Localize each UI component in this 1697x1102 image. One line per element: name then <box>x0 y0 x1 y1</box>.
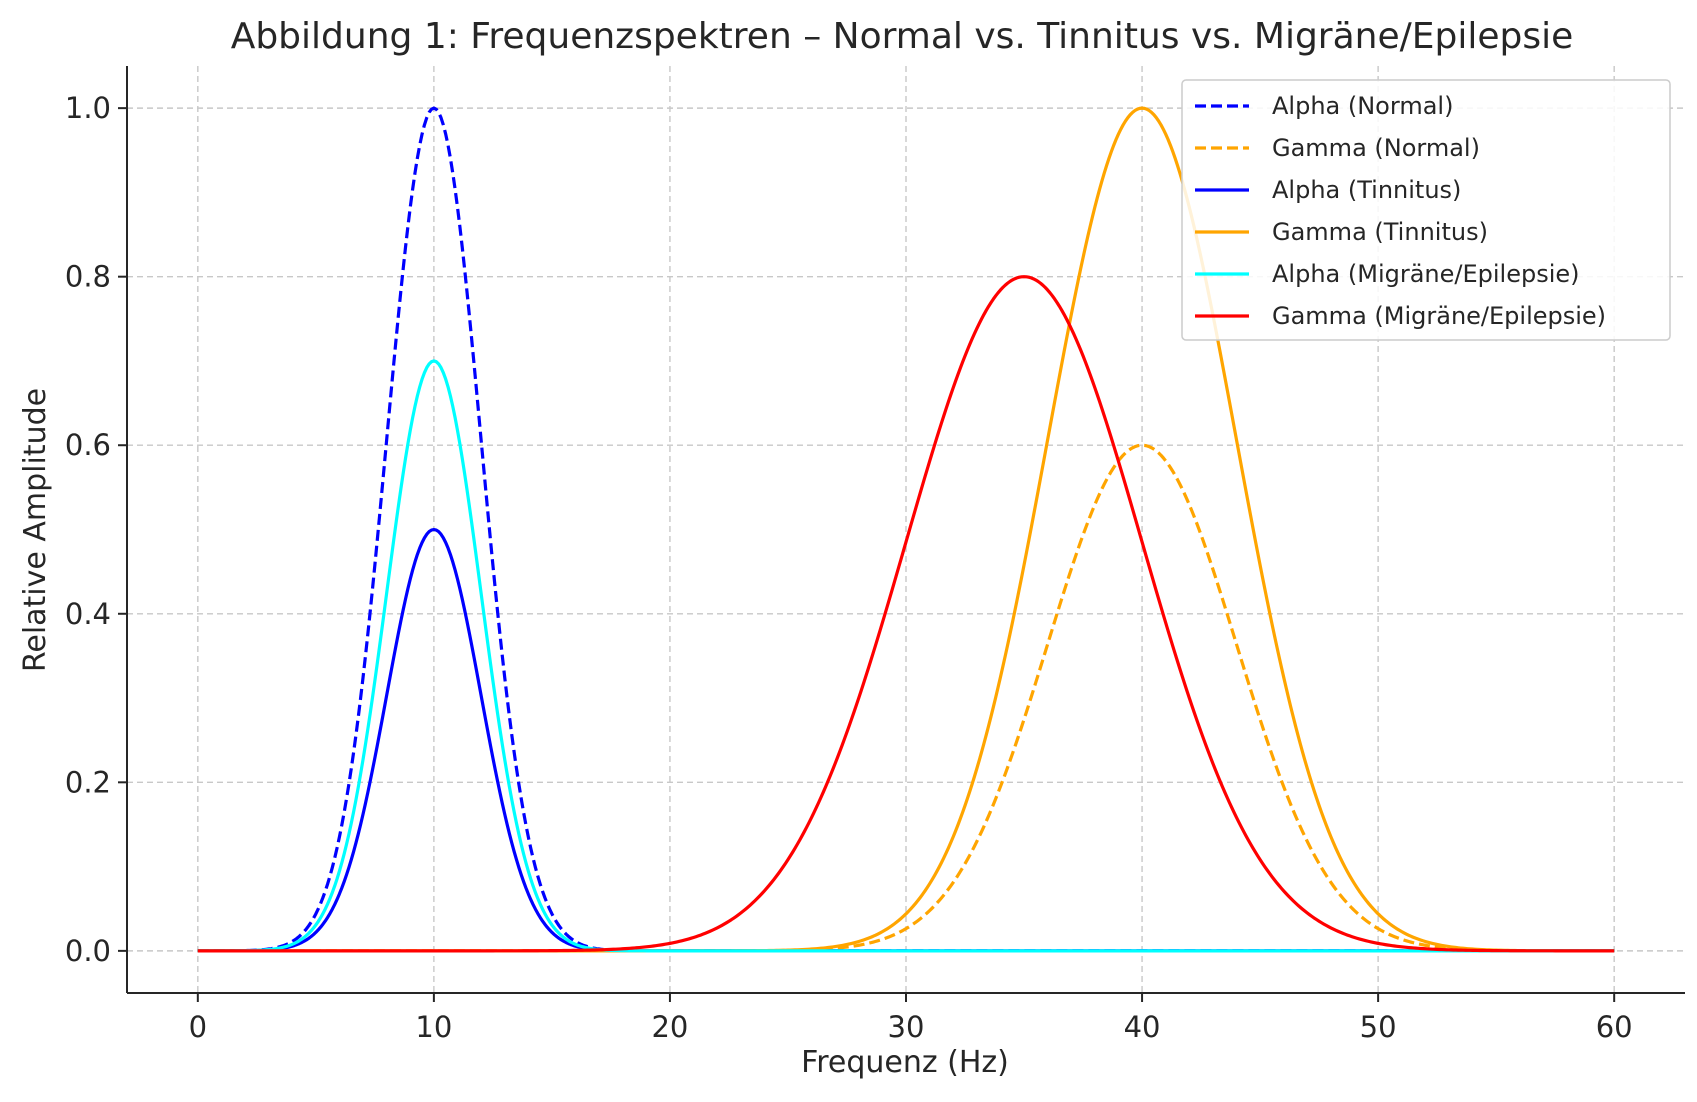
series-line-gamma-normal <box>197 443 1615 953</box>
legend-label: Alpha (Normal) <box>1272 92 1453 120</box>
chart-title: Abbildung 1: Frequenzspektren – Normal v… <box>231 16 1574 57</box>
x-tick-label: 0 <box>189 1010 207 1044</box>
y-tick-label: 0.8 <box>65 260 111 294</box>
x-tick-label: 50 <box>1360 1010 1397 1044</box>
x-tick-label: 20 <box>651 1010 688 1044</box>
x-tick-label: 30 <box>888 1010 925 1044</box>
legend-label: Gamma (Migräne/Epilepsie) <box>1272 302 1606 330</box>
y-tick-label: 0.0 <box>65 934 111 968</box>
x-tick-label: 10 <box>415 1010 452 1044</box>
y-tick-label: 1.0 <box>65 91 111 125</box>
legend-label: Alpha (Tinnitus) <box>1272 176 1461 204</box>
tick-layer: 0 10 20 30 40 50 60 0.0 0.2 0.4 0.6 0.8 1.0 <box>65 91 1633 1044</box>
legend-label: Gamma (Normal) <box>1272 134 1480 162</box>
series-layer <box>197 106 1615 953</box>
legend: Alpha (Normal) Gamma (Normal) Alpha (Tinni… <box>1181 79 1671 341</box>
series-line-gamma-migräne-epilepsie <box>197 275 1615 953</box>
legend-label: Gamma (Tinnitus) <box>1272 218 1488 246</box>
y-tick-label: 0.4 <box>65 597 111 631</box>
x-axis-label: Frequenz (Hz) <box>801 1045 1009 1080</box>
x-tick-label: 40 <box>1124 1010 1161 1044</box>
series-line-alpha-migräne-epilepsie <box>197 359 1615 953</box>
x-tick-label: 60 <box>1596 1010 1633 1044</box>
legend-box <box>1181 79 1671 341</box>
y-axis-label: Relative Amplitude <box>18 388 53 672</box>
y-tick-label: 0.6 <box>65 428 111 462</box>
y-tick-label: 0.2 <box>65 765 111 799</box>
legend-label: Alpha (Migräne/Epilepsie) <box>1272 260 1580 288</box>
